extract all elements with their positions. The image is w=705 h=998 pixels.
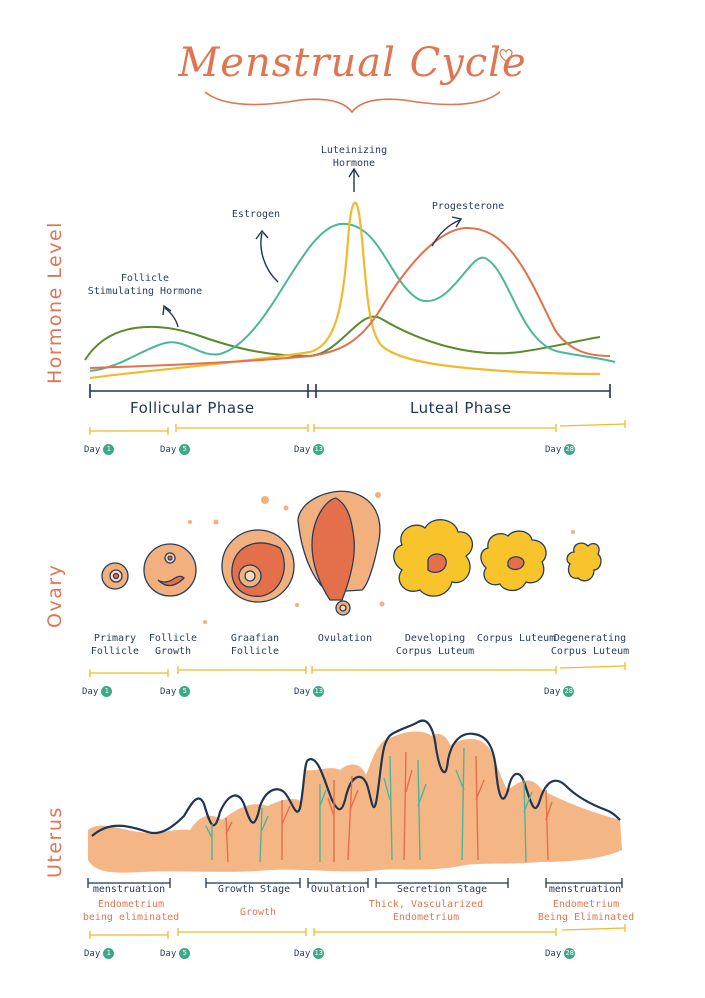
ovary-stage-graafian-follicle: Graafian Follicle xyxy=(230,633,280,657)
progesterone-curve xyxy=(89,226,611,369)
day-marker-13-ovary: Day 13 xyxy=(294,686,325,697)
ovary-dots xyxy=(188,492,575,624)
estrogen-curve xyxy=(89,222,616,372)
day-marker-5-ovary: Day 5 xyxy=(160,686,191,697)
uterus-note-eliminated-start: Endometrium being eliminated xyxy=(82,899,180,923)
uterus-note-growth: Growth xyxy=(239,907,277,918)
day-timeline-ovary xyxy=(89,662,626,677)
page-title: Menstrual Cycle xyxy=(178,40,527,86)
uterus-stage-menstruation-end: menstruation xyxy=(548,884,622,895)
day-marker-28-ovary: Day 28 xyxy=(544,686,575,697)
day-marker-28-uterus: Day 28 xyxy=(545,948,576,959)
day-marker-5-uterus: Day 5 xyxy=(160,948,191,959)
fsh-arrow-icon xyxy=(164,307,179,328)
fsh-label: Follicle Stimulating Hormone xyxy=(87,273,203,297)
ovary-stage-developing-corpus-luteum: Developing Corpus Luteum xyxy=(395,633,475,657)
luteal-phase-label: Luteal Phase xyxy=(410,399,512,417)
day-marker-1-uterus: Day 1 xyxy=(84,948,115,959)
ovary-stage-corpus-luteum: Corpus Luteum xyxy=(476,633,556,644)
uterus-stage-growth: Growth Stage xyxy=(217,884,291,895)
day-timeline-hormone xyxy=(89,420,626,435)
ovary-stage-ovulation: Ovulation xyxy=(317,633,373,644)
lh-curve xyxy=(89,201,601,380)
corpus-luteum xyxy=(480,530,547,592)
endometrium-tissue xyxy=(88,731,622,873)
follicle-growth xyxy=(143,543,197,597)
degenerating-corpus-luteum xyxy=(566,542,602,582)
progesterone-label: Progesterone xyxy=(431,201,505,212)
uterus-note-thick: Thick, Vascularized Endometrium xyxy=(368,899,484,923)
progesterone-arrow-icon xyxy=(431,219,461,247)
day-timeline-uterus xyxy=(89,924,626,939)
day-marker-5: Day 5 xyxy=(160,444,191,455)
primary-follicle xyxy=(101,562,129,590)
uterus-stage-brackets xyxy=(87,878,623,888)
uterus-note-eliminated-end: Endometrium Being Eliminated xyxy=(537,899,635,923)
follicular-phase-label: Follicular Phase xyxy=(130,399,255,417)
uterus-stage-ovulation: Ovulation xyxy=(310,884,366,895)
ovulation-follicle xyxy=(297,490,381,616)
endometrium-outline xyxy=(91,719,621,837)
day-marker-13: Day 13 xyxy=(294,444,325,455)
estrogen-arrow-icon xyxy=(260,232,279,283)
uterus-stage-menstruation-start: menstruation xyxy=(92,884,166,895)
graafian-follicle xyxy=(221,529,295,603)
day-marker-13-uterus: Day 13 xyxy=(294,948,325,959)
day-marker-1: Day 1 xyxy=(84,444,115,455)
day-marker-1-ovary: Day 1 xyxy=(82,686,113,697)
ovary-stage-degenerating-corpus-luteum: Degenerating Corpus Luteum xyxy=(550,633,630,657)
endometrium-vessels xyxy=(205,747,553,863)
ovary-stage-follicle-growth: Follicle Growth xyxy=(148,633,198,657)
lh-label: Luteinizing Hormone xyxy=(320,145,388,169)
fsh-curve xyxy=(84,315,601,361)
uterus-stage-secretion: Secretion Stage xyxy=(396,884,488,895)
ovary-stage-primary-follicle: Primary Follicle xyxy=(90,633,140,657)
developing-corpus-luteum xyxy=(393,519,474,597)
estrogen-label: Estrogen xyxy=(231,209,281,220)
day-marker-28: Day 28 xyxy=(545,444,576,455)
